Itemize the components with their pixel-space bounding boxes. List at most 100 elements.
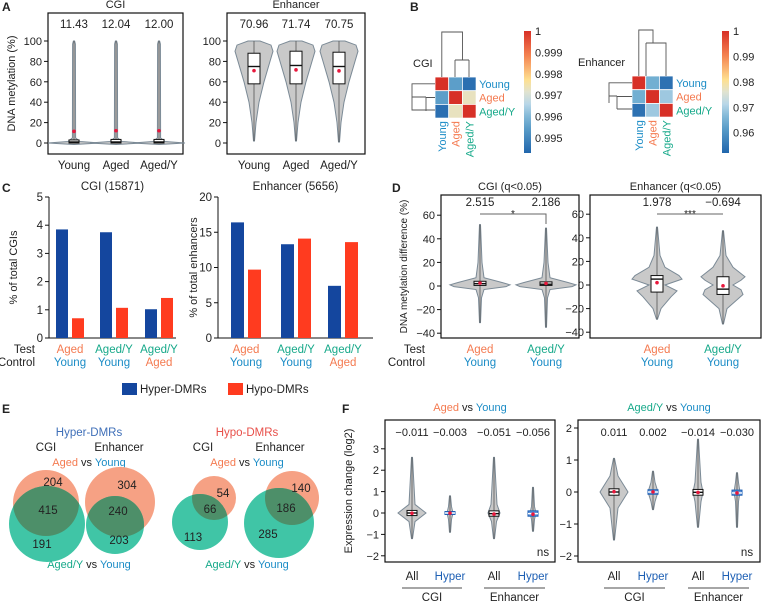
panel-letter-e: E	[2, 402, 10, 416]
row-label: Aged/Y	[479, 106, 516, 118]
mean-label: −0.694	[705, 197, 741, 209]
y-tick-label: 40	[209, 97, 221, 109]
title-vs: vs	[663, 402, 680, 414]
panel-letter-a: A	[2, 0, 11, 14]
y-tick-label: 0	[36, 138, 42, 150]
y-tick-label: 0	[566, 487, 572, 499]
colorbar-tick-label: 0.997	[535, 90, 563, 102]
plot-frame	[384, 419, 556, 563]
mean-marker	[655, 280, 659, 285]
legend-label-hypo: Hypo-DMRs	[246, 384, 309, 396]
plot-frame	[440, 194, 580, 339]
colorbar-tick-label: 0.96	[733, 128, 754, 140]
column-label: Young	[437, 121, 449, 152]
y-tick-label: 80	[209, 56, 221, 68]
row-label: Young	[676, 78, 707, 90]
y-tick-label: 20	[209, 118, 221, 130]
x-tick-label: All	[406, 571, 419, 583]
mean-label: 70.75	[325, 19, 354, 31]
y-tick-label: 10	[199, 263, 212, 275]
significance-label: *	[511, 209, 515, 220]
group-label: CGI	[422, 592, 442, 602]
column-label: Young	[634, 120, 646, 151]
x-label-control: Young	[230, 357, 262, 369]
heatmap-cell	[659, 89, 674, 104]
bar-hyper	[328, 285, 341, 338]
venn-count-aged-only: 304	[117, 480, 137, 492]
x-label-test: Aged	[644, 344, 671, 356]
venn-count-aged-y-only: 191	[32, 539, 51, 551]
box	[110, 138, 122, 144]
x-label-test: Aged/Y	[277, 344, 315, 356]
y-tick-label: 80	[30, 56, 42, 68]
y-tick-label: 20	[199, 192, 212, 204]
x-label-control: Aged	[146, 357, 173, 369]
venn-overlap	[192, 494, 228, 520]
y-tick-label: 0	[206, 333, 212, 345]
plot-frame	[577, 419, 761, 563]
significance-label: ns	[741, 547, 753, 559]
dendrogram	[411, 31, 470, 111]
column-label: Aged/Y	[661, 119, 673, 156]
x-label-control: Young	[530, 357, 562, 369]
venn-set-title: Enhancer	[255, 442, 304, 454]
venn-count-aged-y-only: 203	[109, 535, 128, 547]
heatmap-cell	[645, 89, 660, 104]
y-tick-label: −1	[559, 519, 572, 531]
x-label-test: Aged	[57, 344, 84, 356]
bar-hypo	[116, 307, 128, 338]
chart-title: Aged/Y vs Young	[627, 402, 711, 414]
venn-overlap	[86, 496, 144, 537]
x-tick-label: Young	[238, 160, 270, 172]
x-label-control: Young	[707, 357, 739, 369]
mean-label: −0.051	[477, 427, 511, 439]
title-control-group: Young	[258, 559, 289, 571]
title-test-group: Aged	[52, 457, 78, 469]
plot-frame	[226, 12, 366, 155]
x-tick-label: Aged	[283, 160, 310, 172]
y-tick-label: 20	[572, 256, 584, 268]
significance-label: ns	[537, 547, 549, 559]
venn-count-overlap: 66	[204, 504, 217, 516]
group-label: Enhancer	[490, 592, 539, 602]
y-tick-label: 3	[37, 248, 43, 260]
bar-hyper	[100, 232, 112, 338]
mean-marker	[544, 281, 548, 286]
y-tick-label: 40	[30, 97, 42, 109]
group-label: CGI	[624, 592, 644, 602]
x-tick-label: Aged/Y	[320, 160, 358, 172]
control-row-label: Control	[388, 357, 425, 369]
chart-title: CGI	[106, 0, 126, 11]
mean-label: 71.74	[282, 19, 311, 31]
title-test-group: Aged	[433, 402, 459, 414]
y-tick-label: 20	[423, 257, 435, 269]
y-tick-label: 60	[423, 210, 435, 222]
mean-marker	[252, 68, 256, 73]
column-label: Aged/Y	[464, 120, 476, 157]
y-tick-label: −20	[565, 304, 584, 316]
test-row-label: Test	[404, 344, 426, 356]
column-label: Aged	[648, 120, 660, 146]
title-control-group: Young	[95, 457, 126, 469]
box	[247, 52, 261, 85]
y-tick-label: 0	[429, 281, 435, 293]
mean-marker	[448, 511, 452, 515]
y-tick-label: −2	[366, 551, 379, 563]
heatmap-cell	[461, 104, 477, 119]
test-row-label: Test	[14, 344, 36, 356]
significance-bracket	[480, 213, 547, 224]
mean-label: 2.186	[532, 197, 561, 209]
mean-label: 2.515	[466, 197, 495, 209]
y-tick-label: 60	[572, 209, 584, 221]
significance-label: ***	[684, 209, 696, 220]
mean-marker	[294, 68, 298, 72]
heatmap-title: Enhancer	[578, 57, 625, 69]
bar-hyper	[56, 229, 68, 338]
heatmap-title: CGI	[413, 58, 433, 70]
title-control-group: Young	[253, 457, 284, 469]
x-label-test: Aged	[233, 344, 260, 356]
y-axis-label: Expression change (log2)	[343, 429, 355, 554]
x-label-control: Young	[54, 357, 86, 369]
colorbar-tick-label: 0.97	[733, 102, 754, 114]
